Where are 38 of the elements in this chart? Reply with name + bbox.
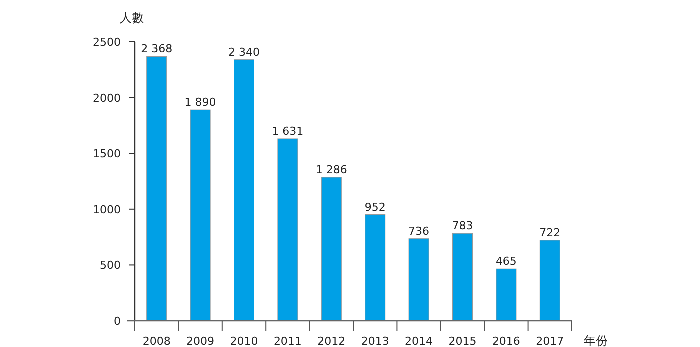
- data-label: 736: [408, 224, 430, 238]
- x-tick-label: 2008: [142, 335, 171, 347]
- x-axis-title: 年份: [584, 334, 608, 347]
- data-label: 1 890: [184, 96, 216, 110]
- bar: [540, 240, 560, 322]
- y-tick-label: 0: [114, 315, 121, 328]
- data-label: 2 340: [228, 46, 260, 59]
- data-label: 2 368: [141, 42, 173, 56]
- bar: [190, 110, 211, 322]
- data-label: 783: [452, 220, 474, 233]
- bar: [452, 233, 473, 322]
- y-tick-label: 500: [100, 259, 121, 272]
- y-tick-label: 2500: [93, 36, 121, 49]
- y-tick-label: 1000: [93, 203, 121, 216]
- x-tick-label: 2014: [405, 335, 434, 347]
- x-tick-label: 2010: [230, 335, 258, 347]
- x-tick-label: 2013: [361, 335, 390, 347]
- data-label: 465: [496, 255, 517, 268]
- x-tick-label: 2016: [492, 335, 520, 347]
- y-tick-label: 1500: [93, 148, 121, 161]
- x-tick-label: 2011: [274, 335, 302, 347]
- x-tick-label: 2015: [448, 335, 477, 347]
- bar: [496, 268, 517, 322]
- y-tick-label: 2000: [93, 92, 121, 105]
- data-label: 722: [540, 226, 561, 240]
- bar: [321, 177, 342, 322]
- bar: [234, 60, 254, 322]
- data-label: 952: [364, 200, 386, 214]
- x-tick-label: 2017: [536, 335, 564, 347]
- bar: [365, 214, 386, 322]
- bar: [278, 138, 298, 322]
- bar: [408, 238, 430, 322]
- y-axis-title: 人數: [120, 11, 144, 25]
- data-label: 1 286: [316, 163, 348, 176]
- x-tick-label: 2009: [186, 335, 215, 347]
- data-label: 1 631: [272, 124, 304, 138]
- bar: [146, 56, 168, 322]
- x-tick-label: 2012: [318, 335, 346, 347]
